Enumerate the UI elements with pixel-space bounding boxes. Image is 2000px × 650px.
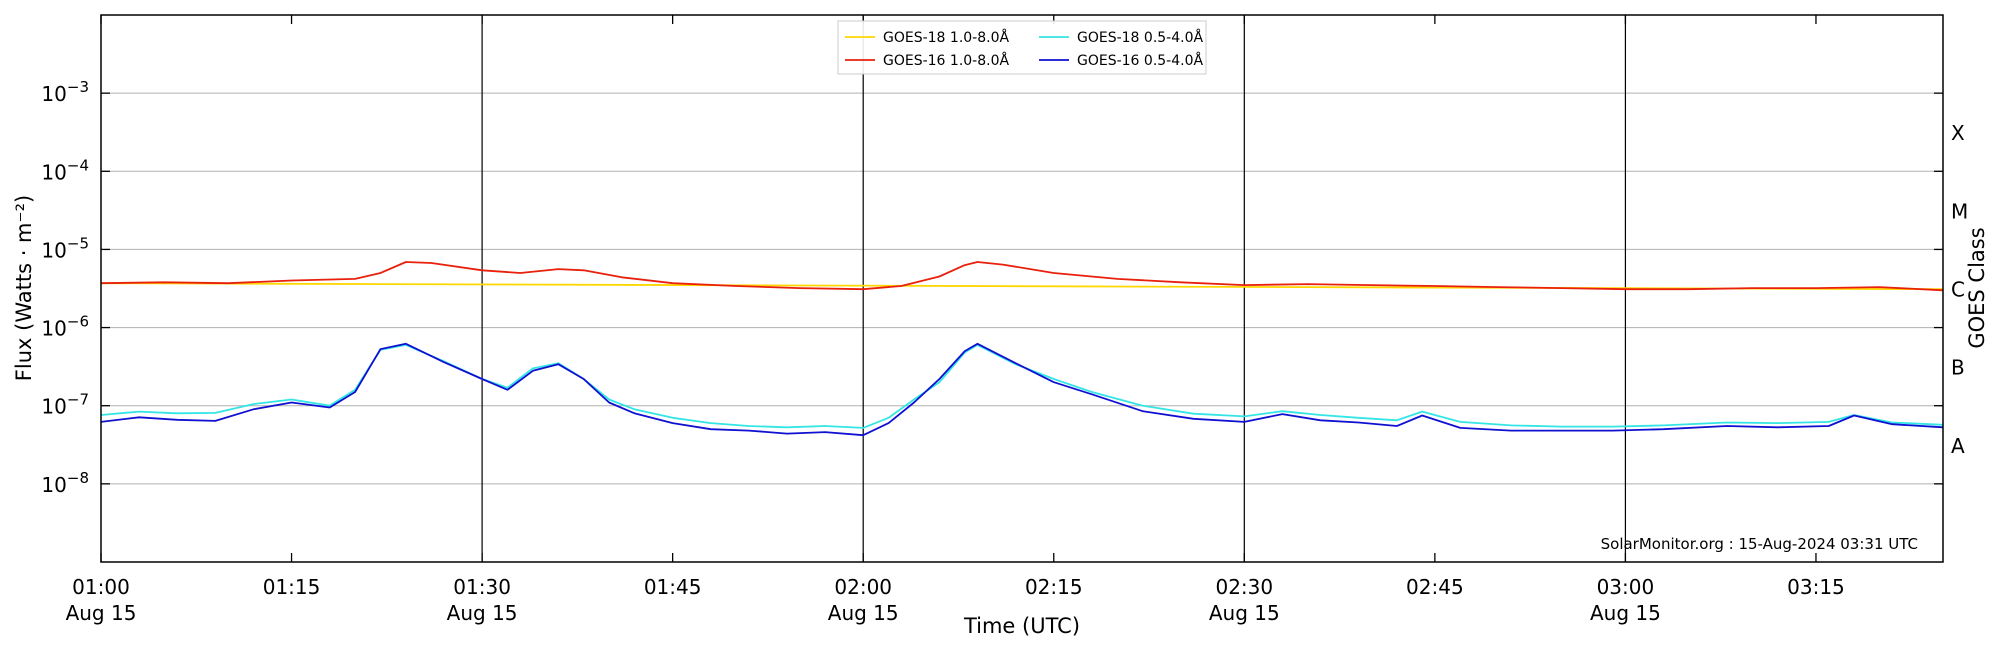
x-tick-label: 01:00	[72, 575, 130, 599]
series-line	[100, 282, 1944, 291]
x-tick-date-label: Aug 15	[66, 601, 137, 625]
legend-box	[837, 20, 1207, 75]
goes-class-labels: A B C M X	[1951, 121, 1968, 458]
goes-class-axis-title: GOES Class	[1965, 227, 1989, 348]
x-tick-label: 02:45	[1406, 575, 1464, 599]
legend-label: GOES-16 0.5-4.0Å	[1077, 52, 1203, 69]
goes-class-label: M	[1951, 199, 1968, 223]
axis-ticks	[100, 15, 1943, 562]
legend-label: GOES-18 1.0-8.0Å	[883, 29, 1009, 46]
series-lines	[100, 261, 1944, 437]
x-tick-label: 02:00	[834, 575, 892, 599]
x-tick-date-label: Aug 15	[828, 601, 899, 625]
x-tick-label: 02:30	[1215, 575, 1273, 599]
x-tick-label: 02:15	[1025, 575, 1083, 599]
y-tick-label: 10−6	[41, 313, 89, 341]
goes-class-label: A	[1951, 434, 1965, 458]
x-tick-label: 01:45	[644, 575, 702, 599]
x-tick-date-label: Aug 15	[1590, 601, 1661, 625]
credit-text: SolarMonitor.org : 15-Aug-2024 03:31 UTC	[1601, 535, 1918, 553]
x-tick-date-label: Aug 15	[1209, 601, 1280, 625]
plot-frame	[100, 14, 1944, 563]
y-axis-title: Flux (Watts · m⁻²)	[12, 195, 36, 381]
y-tick-label: 10−7	[41, 391, 89, 419]
y-tick-label: 10−8	[41, 469, 89, 497]
y-tick-labels: 10−810−710−610−510−410−3	[41, 78, 89, 497]
y-tick-label: 10−5	[41, 234, 89, 262]
legend-label: GOES-16 1.0-8.0Å	[883, 52, 1009, 69]
x-tick-label: 01:15	[263, 575, 321, 599]
x-tick-label: 03:15	[1787, 575, 1845, 599]
series-line	[100, 342, 1944, 437]
x-tick-date-label: Aug 15	[447, 601, 518, 625]
goes-class-label: B	[1951, 356, 1965, 380]
legend-label: GOES-18 0.5-4.0Å	[1077, 29, 1203, 46]
x-tick-label: 01:30	[453, 575, 511, 599]
series-line	[100, 261, 1944, 292]
gridlines	[101, 92, 1943, 485]
goes-class-label: X	[1951, 121, 1965, 145]
legend: GOES-18 1.0-8.0Å GOES-16 1.0-8.0Å GOES-18 …	[837, 20, 1207, 75]
x-axis-title: Time (UTC)	[963, 614, 1080, 638]
x-tick-label: 03:00	[1597, 575, 1655, 599]
goes-class-label: C	[1951, 278, 1965, 302]
